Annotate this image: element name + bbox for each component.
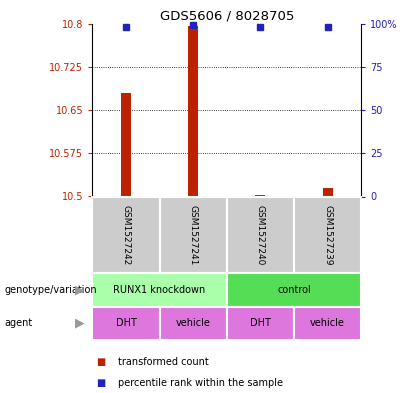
Text: RUNX1 knockdown: RUNX1 knockdown	[113, 285, 206, 295]
Text: vehicle: vehicle	[176, 318, 211, 328]
Bar	[255, 195, 265, 196]
Bar	[188, 26, 198, 196]
Text: genotype/variation: genotype/variation	[4, 285, 97, 295]
Text: ▶: ▶	[75, 283, 84, 296]
Text: DHT: DHT	[116, 318, 136, 328]
Text: agent: agent	[4, 318, 32, 328]
Text: GSM1527239: GSM1527239	[323, 205, 332, 265]
Text: ▶: ▶	[75, 317, 84, 330]
Bar	[323, 188, 333, 196]
Text: transformed count: transformed count	[118, 356, 208, 367]
Text: ■: ■	[97, 356, 106, 367]
Bar	[121, 93, 131, 196]
Text: GSM1527242: GSM1527242	[121, 205, 131, 265]
Text: GSM1527241: GSM1527241	[189, 205, 198, 265]
Text: control: control	[277, 285, 311, 295]
Text: ■: ■	[97, 378, 106, 388]
Title: GDS5606 / 8028705: GDS5606 / 8028705	[160, 9, 294, 22]
Text: DHT: DHT	[250, 318, 271, 328]
Text: percentile rank within the sample: percentile rank within the sample	[118, 378, 283, 388]
Text: vehicle: vehicle	[310, 318, 345, 328]
Text: GSM1527240: GSM1527240	[256, 205, 265, 265]
